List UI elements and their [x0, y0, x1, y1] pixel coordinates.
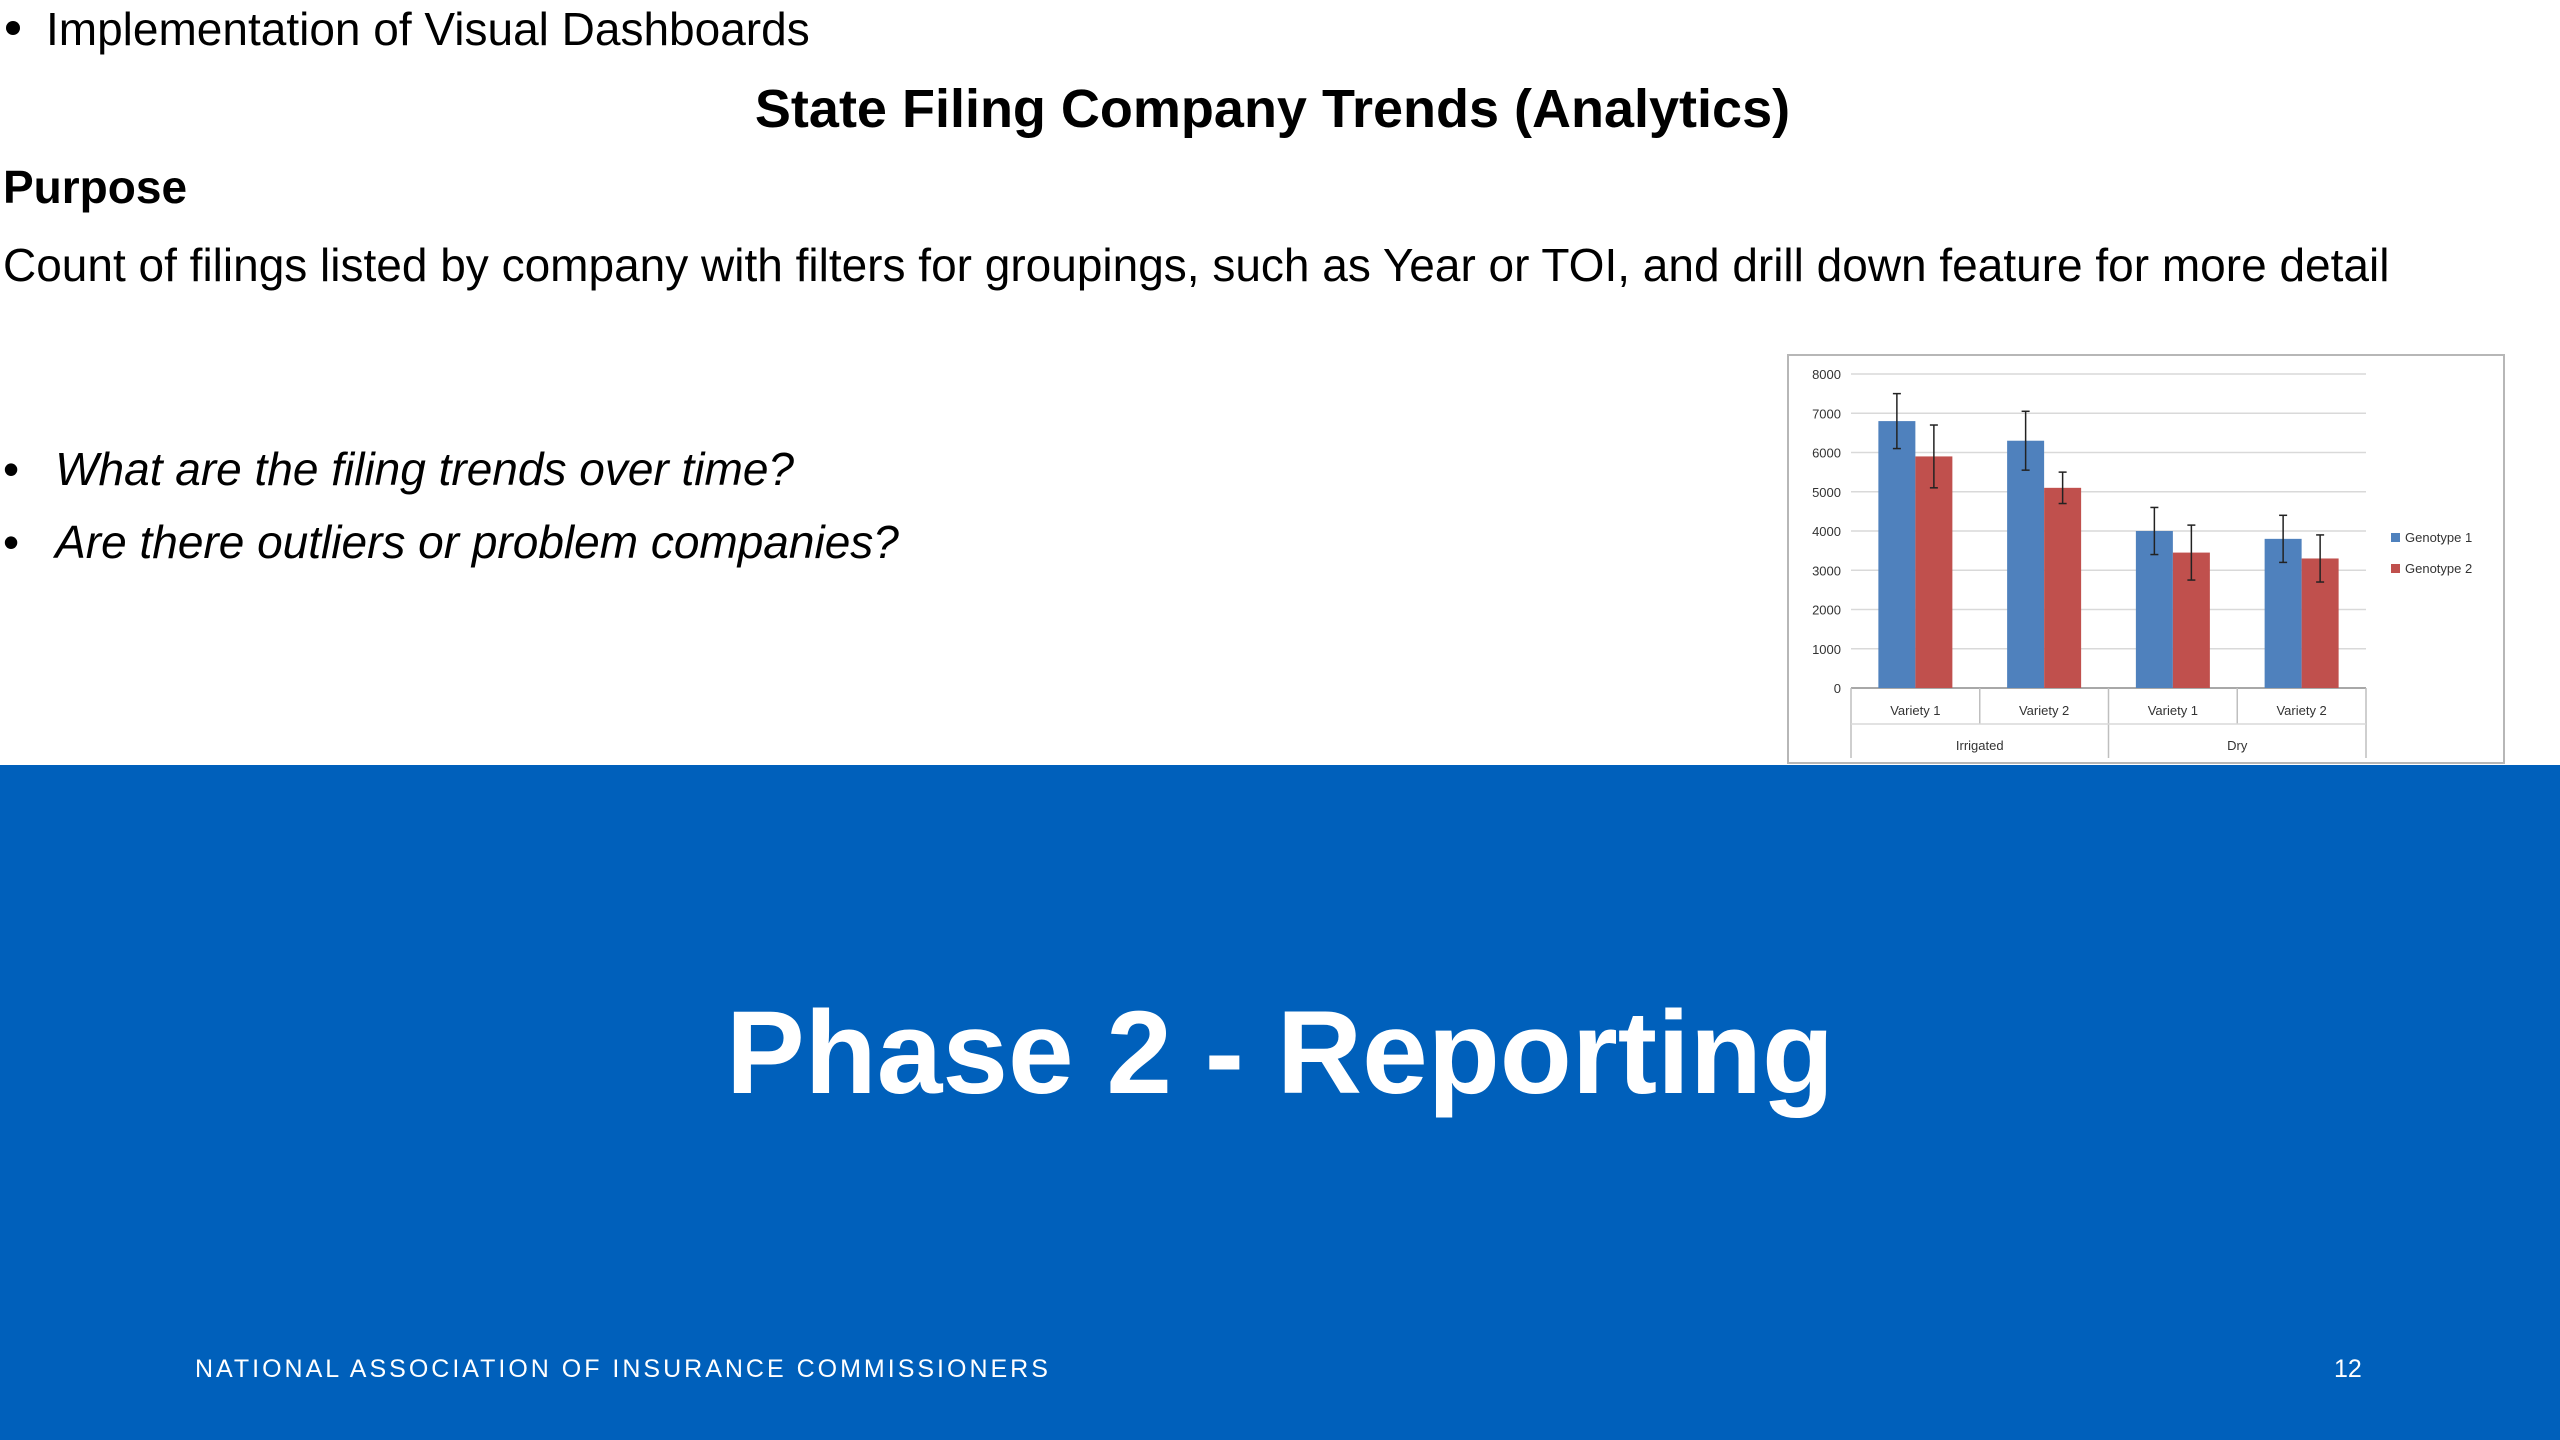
bar: [1915, 456, 1953, 688]
question-item: • What are the filing trends over time?: [3, 442, 794, 496]
section-banner: Phase 2 - Reporting NATIONAL ASSOCIATION…: [0, 765, 2560, 1440]
footer-organization: NATIONAL ASSOCIATION OF INSURANCE COMMIS…: [195, 1355, 1051, 1383]
page-number: 12: [2334, 1355, 2362, 1383]
x-tick-label: Variety 2: [2276, 703, 2326, 718]
y-tick-label: 5000: [1812, 485, 1841, 500]
top-bullet: Implementation of Visual Dashboards: [6, 2, 810, 56]
group-label: Dry: [2227, 738, 2248, 753]
y-tick-label: 1000: [1812, 642, 1841, 657]
banner-heading: Phase 2 - Reporting: [725, 987, 1835, 1119]
bar: [1878, 421, 1916, 688]
legend-swatch: [2391, 533, 2400, 542]
legend-label: Genotype 1: [2405, 530, 2472, 545]
x-tick-label: Variety 1: [1890, 703, 1940, 718]
section-title: State Filing Company Trends (Analytics): [754, 79, 1791, 139]
y-tick-label: 3000: [1812, 563, 1841, 578]
purpose-heading: Purpose: [3, 161, 188, 213]
x-tick-label: Variety 1: [2148, 703, 2198, 718]
slide-content: Implementation of Visual Dashboards Stat…: [3, 2, 2505, 764]
y-tick-label: 2000: [1812, 603, 1841, 618]
y-tick-label: 6000: [1812, 446, 1841, 461]
question-text: Are there outliers or problem companies?: [55, 516, 899, 568]
x-tick-label: Variety 2: [2019, 703, 2069, 718]
bar: [2264, 538, 2302, 688]
bullet-icon: •: [3, 443, 20, 495]
question-text: What are the filing trends over time?: [55, 443, 795, 495]
y-tick-label: 0: [1834, 681, 1841, 696]
question-item: • Are there outliers or problem companie…: [3, 515, 899, 569]
bar: [2135, 531, 2173, 688]
bar: [2007, 440, 2045, 688]
y-tick-label: 7000: [1812, 406, 1841, 421]
y-tick-label: 8000: [1812, 367, 1841, 382]
legend-label: Genotype 2: [2405, 561, 2472, 576]
y-tick-label: 4000: [1812, 524, 1841, 539]
bullet-dot-icon: [6, 21, 20, 35]
bullet-icon: •: [3, 516, 20, 568]
legend-swatch: [2391, 564, 2400, 573]
bar-chart: 0 1000 2000 3000 4000 5000 6000 7000 8000 Variety…: [1787, 354, 2505, 764]
group-label: Irrigated: [1956, 738, 2004, 753]
purpose-text: Count of filings listed by company with …: [3, 239, 2390, 291]
bar: [2044, 487, 2082, 688]
top-bullet-text: Implementation of Visual Dashboards: [46, 3, 810, 55]
chart-canvas: 0 1000 2000 3000 4000 5000 6000 7000 8000 Variety…: [1812, 367, 2472, 758]
